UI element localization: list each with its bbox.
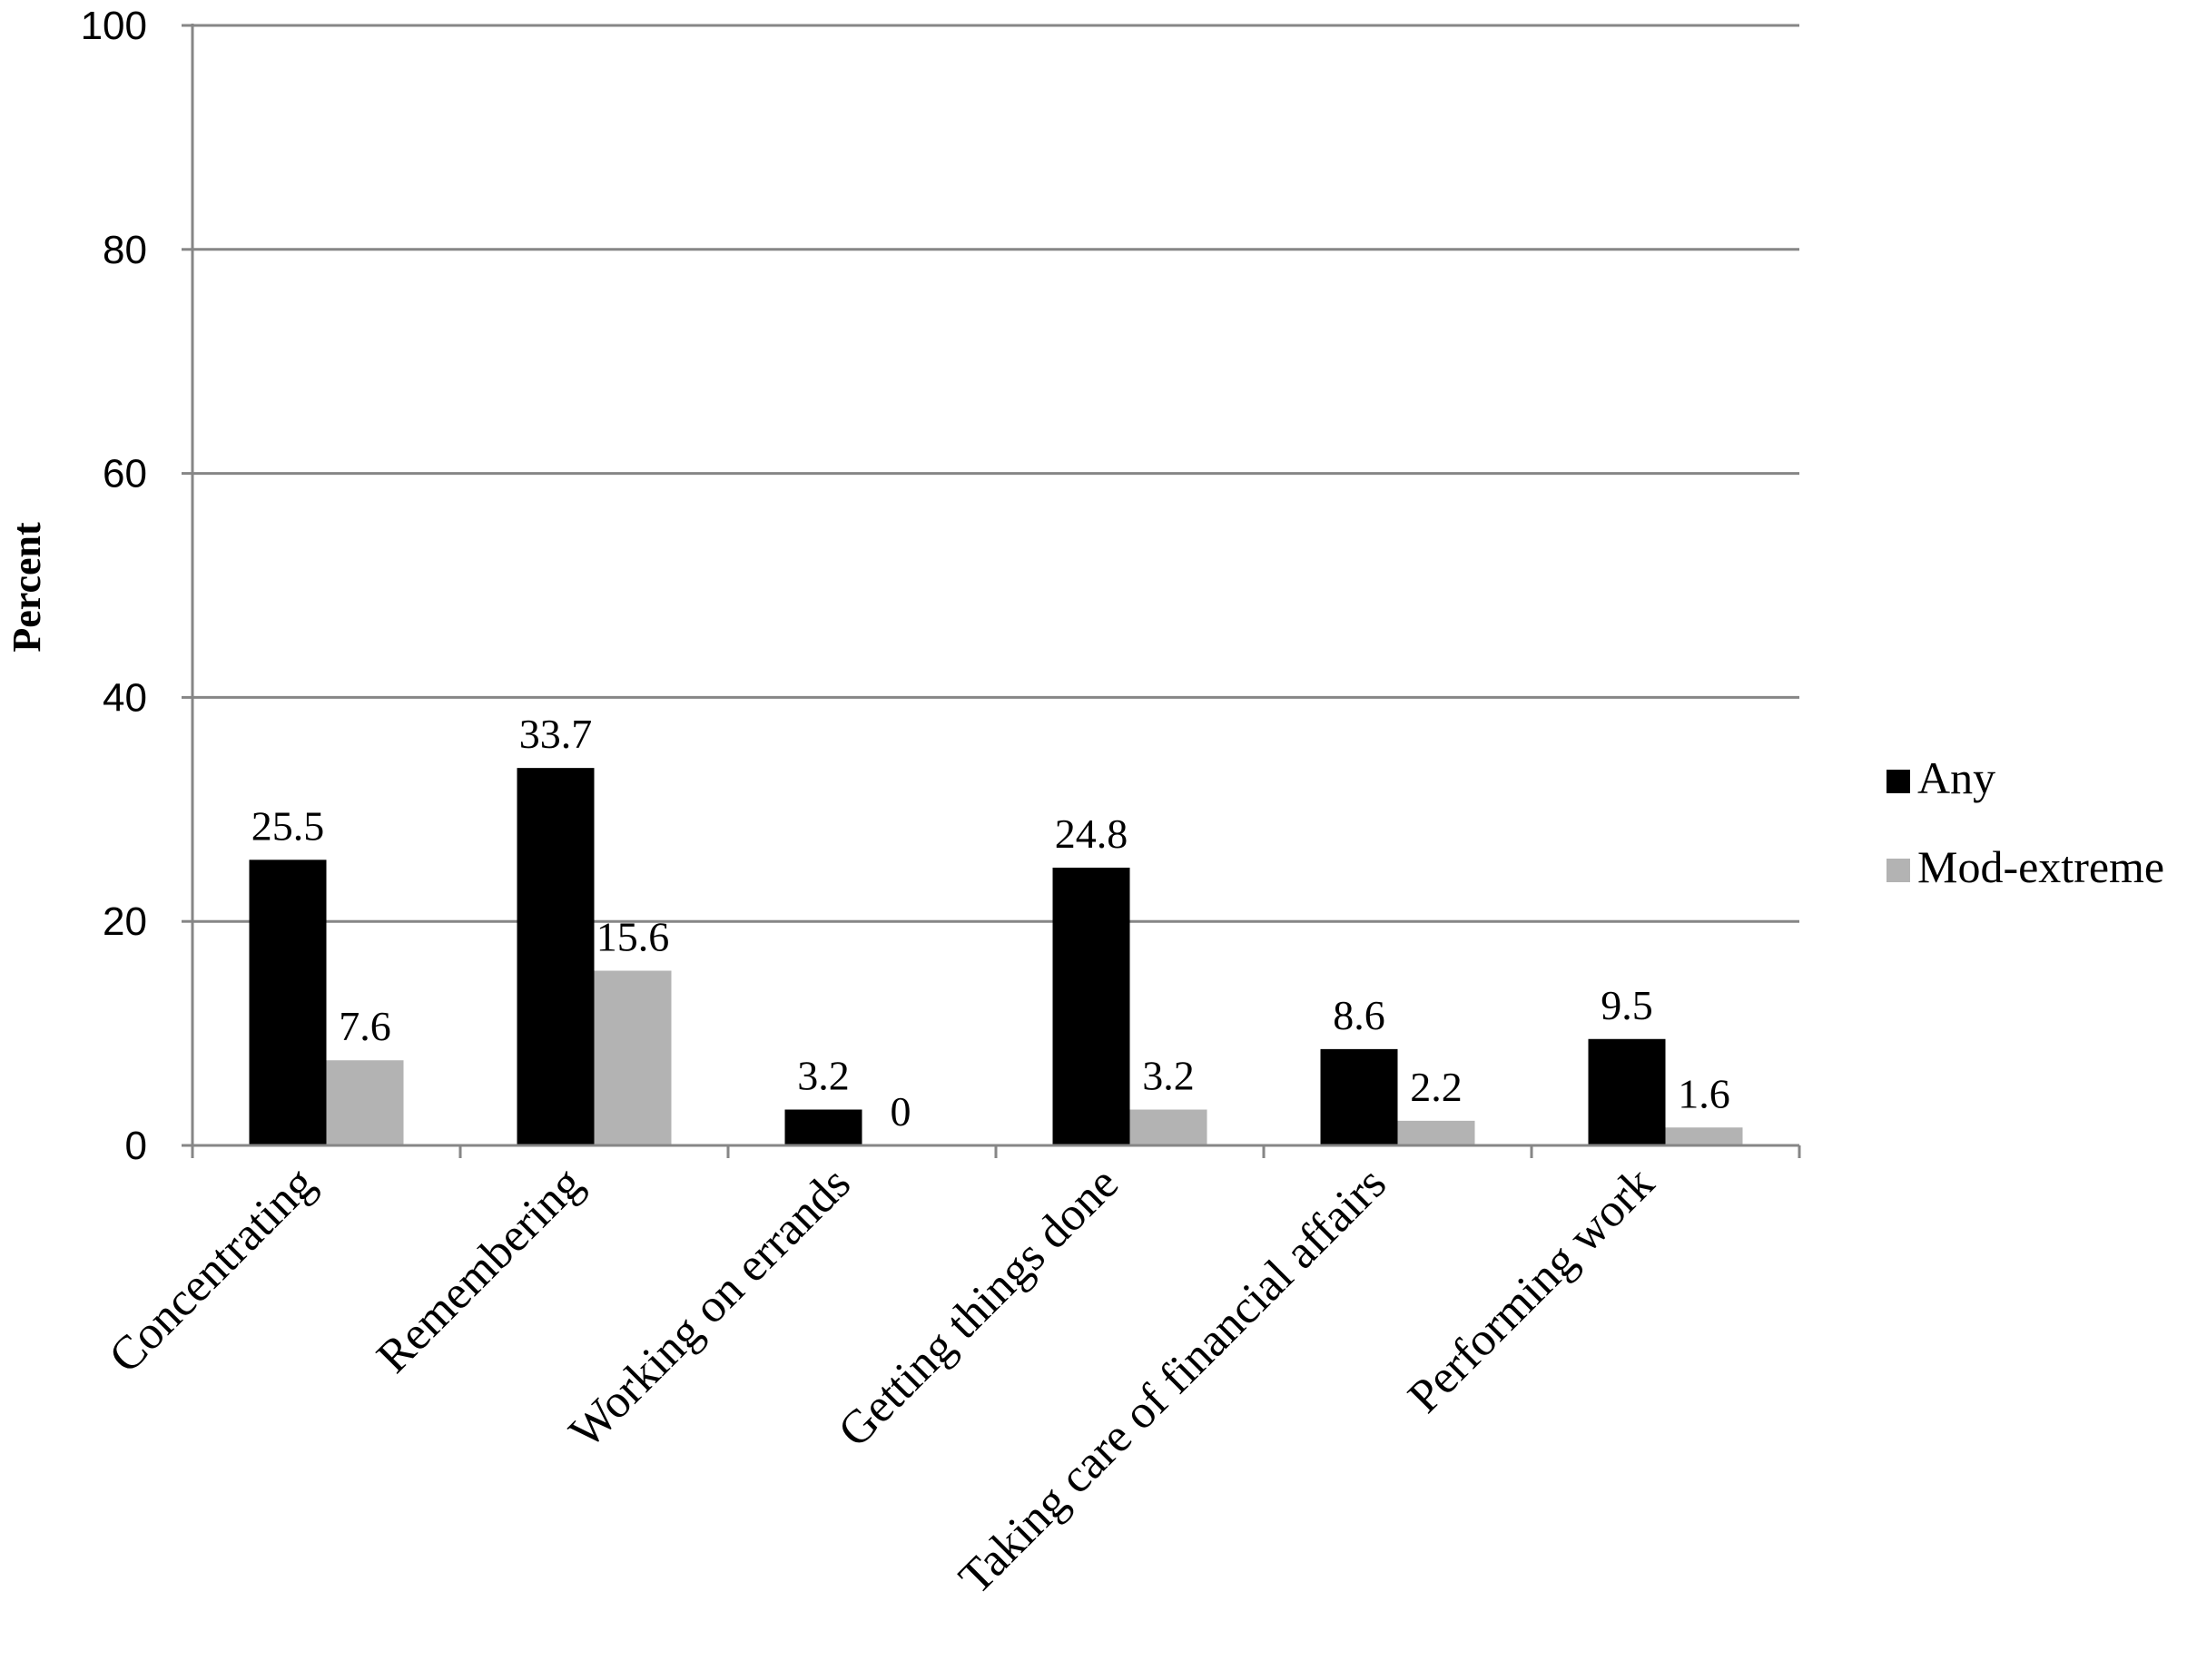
y-tick-label: 80 [103,228,147,272]
y-tick-label: 60 [103,452,147,496]
gridlines [192,24,1799,923]
bar-any [517,768,595,1145]
y-tick-label: 100 [81,4,147,48]
category-label: Taking care of financial affairs [950,1157,1396,1604]
y-tick-label: 0 [125,1124,147,1168]
axes [182,24,1801,1158]
bar-any [249,860,327,1145]
category-label: Concentrating [99,1157,325,1383]
bar-mod-extreme [1397,1120,1475,1145]
bar-any [1052,867,1130,1145]
data-label: 33.7 [519,711,593,757]
legend-label: Mod-extreme [1917,841,2164,892]
legend-swatch [1887,770,1910,793]
category-label: Getting things done [829,1157,1128,1457]
bar-mod-extreme [594,970,672,1145]
data-label: 1.6 [1678,1070,1730,1116]
bar-any [1588,1038,1666,1145]
y-axis-ticks: 0 20 40 60 80 100 [81,4,147,1168]
category-label: Working on errands [560,1157,861,1458]
y-tick-label: 40 [103,675,147,720]
data-label: 0 [891,1088,911,1135]
legend: Any Mod-extreme [1887,752,2164,892]
bar-any [1320,1048,1398,1145]
category-label: Remembering [367,1157,593,1383]
bar-mod-extreme [326,1060,404,1145]
data-label: 3.2 [797,1053,850,1099]
data-labels: 25.5 7.6 33.7 15.6 3.2 0 24.8 3.2 8.6 2.2 9.5 1.6 [251,711,1730,1135]
legend-swatch [1887,859,1910,882]
data-label: 7.6 [339,1003,391,1049]
data-label: 9.5 [1601,982,1653,1028]
bar-any [784,1109,862,1145]
bar-mod-extreme [1129,1109,1207,1145]
category-label: Performing work [1398,1157,1664,1423]
data-label: 25.5 [251,802,325,849]
data-label: 24.8 [1055,811,1128,857]
y-axis-label: Percent [5,522,49,653]
bar-mod-extreme [1665,1127,1743,1145]
data-label: 3.2 [1142,1053,1195,1099]
data-label: 2.2 [1410,1064,1463,1110]
legend-label: Any [1917,752,1995,803]
y-tick-label: 20 [103,899,147,944]
data-label: 8.6 [1333,992,1385,1038]
data-label: 15.6 [596,913,670,959]
bars [249,768,1743,1145]
